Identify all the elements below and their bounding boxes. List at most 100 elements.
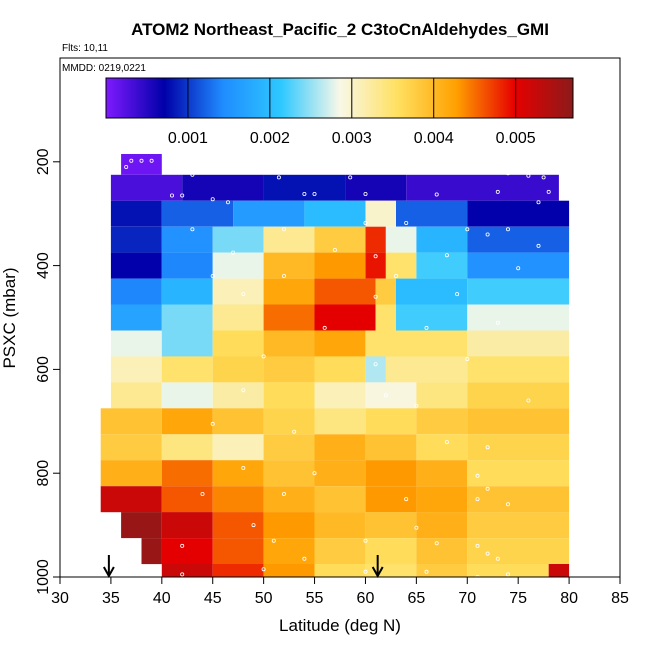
heatmap-cell — [161, 486, 213, 513]
sample-point — [241, 292, 246, 297]
sample-point — [485, 551, 490, 556]
sample-point — [129, 158, 134, 163]
y-tick-label: 400 — [35, 252, 52, 279]
colorbar-tick-label: 0.005 — [496, 130, 536, 147]
sample-point — [505, 572, 510, 577]
x-tick-label: 65 — [407, 590, 425, 607]
sample-point — [241, 465, 246, 470]
heatmap-cell — [263, 564, 315, 577]
heatmap-cell — [365, 434, 417, 461]
sample-point — [546, 189, 551, 194]
heatmap-cell — [110, 304, 162, 331]
heatmap-cell — [365, 382, 417, 409]
sample-point — [536, 200, 541, 205]
heatmap-cell — [416, 408, 468, 435]
sample-point — [312, 471, 317, 476]
sample-points — [124, 158, 551, 580]
heatmap-cell — [467, 278, 570, 305]
sample-point — [241, 388, 246, 393]
heatmap-cell — [212, 408, 264, 435]
heatmap-cell — [121, 154, 162, 175]
heatmap-cell — [212, 538, 264, 565]
sample-point — [281, 227, 286, 232]
heatmap-cell — [314, 330, 366, 357]
heatmap-cell — [161, 278, 213, 305]
heatmap-cell — [467, 538, 570, 565]
sample-point — [475, 473, 480, 478]
heatmap-cell — [314, 278, 376, 305]
y-axis-label: PSXC (mbar) — [0, 267, 19, 368]
sample-point — [424, 166, 429, 171]
heatmap-cell — [467, 382, 570, 409]
x-tick-label: 50 — [255, 590, 273, 607]
heatmap-cell — [467, 512, 570, 539]
sample-point — [363, 538, 368, 543]
heatmap-cell — [212, 434, 264, 461]
heatmap-cell — [375, 278, 396, 305]
heatmap-cell — [263, 486, 315, 513]
heatmap-cell — [416, 564, 468, 577]
heatmap-cell — [100, 460, 162, 487]
sample-point — [414, 525, 419, 530]
flights-label: Flts: 10,11 — [62, 43, 108, 54]
colorbar-tick-label: 0.003 — [332, 130, 372, 147]
sample-point — [302, 556, 307, 561]
heatmap-cell — [314, 434, 366, 461]
heatmap-cell — [161, 564, 213, 577]
sample-point — [124, 164, 129, 169]
sample-point — [337, 169, 342, 174]
heatmap-cell — [365, 330, 468, 357]
heatmap-cell — [212, 460, 264, 487]
heatmap-cell — [396, 200, 468, 227]
sample-point — [505, 227, 510, 232]
heatmap-cell — [161, 512, 213, 539]
x-tick-label: 35 — [102, 590, 120, 607]
colorbar: 0.001 0.002 0.003 0.004 0.005 — [105, 77, 574, 147]
heatmap-cell — [161, 538, 213, 565]
heatmap-cell — [467, 330, 570, 357]
sample-point — [505, 171, 510, 176]
x-tick-label: 45 — [204, 590, 222, 607]
heatmap-cell — [212, 382, 264, 409]
sample-point — [444, 253, 449, 258]
heatmap-cell — [314, 408, 366, 435]
heatmap-cell — [365, 356, 386, 383]
sample-point — [180, 572, 185, 577]
sample-point — [180, 543, 185, 548]
sample-point — [210, 197, 215, 202]
heatmap-cell — [365, 538, 417, 565]
heatmap-cell — [161, 200, 234, 227]
sample-point — [516, 266, 521, 271]
heatmap-cell — [548, 564, 570, 577]
flight-arrow-head — [371, 566, 384, 579]
heatmap-cell — [375, 304, 396, 331]
heatmap-cell — [365, 252, 386, 279]
heatmap-cell — [110, 278, 162, 305]
heatmap-cell — [385, 252, 417, 279]
heatmap-cell — [121, 512, 162, 539]
heatmap-cell — [385, 226, 417, 253]
sample-point — [261, 567, 266, 572]
heatmap-cell — [416, 512, 468, 539]
heatmap-cell — [161, 226, 213, 253]
heatmap-cell — [212, 278, 264, 305]
sample-point — [541, 175, 546, 180]
heatmap-cell — [406, 174, 559, 201]
heatmap-cell — [416, 486, 468, 513]
sample-point — [322, 325, 327, 330]
heatmap-cell — [314, 460, 366, 487]
flight-arrow-head — [102, 566, 115, 579]
sample-point — [292, 429, 297, 434]
heatmap-cell — [304, 200, 366, 227]
heatmap-cell — [212, 252, 264, 279]
heatmap-cell — [467, 564, 549, 577]
sample-point — [393, 273, 398, 278]
sample-point — [424, 325, 429, 330]
sample-point — [363, 220, 368, 225]
heatmap-cell — [263, 174, 346, 201]
sample-point — [271, 538, 276, 543]
heatmap-cell — [161, 382, 213, 409]
heatmap-cell — [233, 200, 305, 227]
heatmap-cell — [100, 434, 162, 461]
sample-point — [149, 158, 154, 163]
